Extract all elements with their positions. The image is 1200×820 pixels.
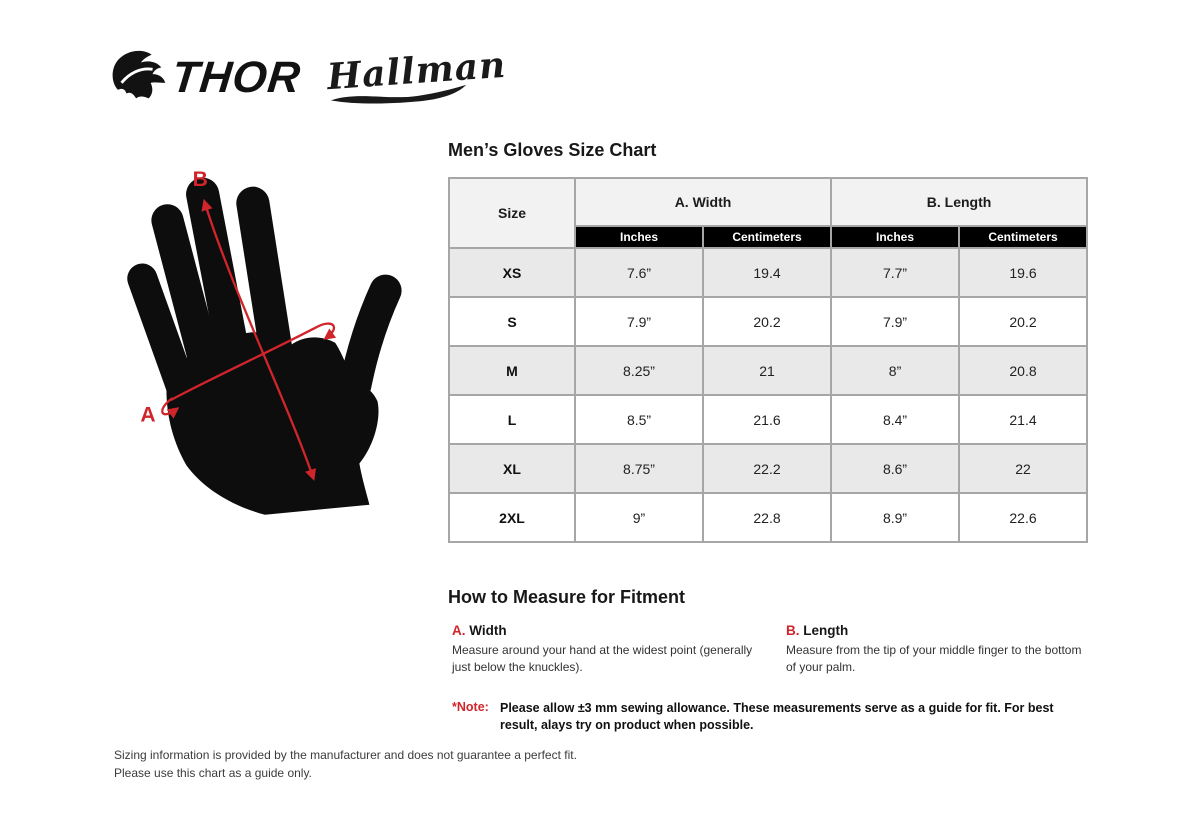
measure-letter-a: A. <box>452 623 466 638</box>
table-row: XL 8.75” 22.2 8.6” 22 <box>448 443 1089 494</box>
cell-value: 22.6 <box>958 492 1089 543</box>
width-arrow-a-left-curl <box>161 397 180 419</box>
table-row: XS 7.6” 19.4 7.7” 19.6 <box>448 247 1089 298</box>
cell-value: 7.7” <box>830 247 961 298</box>
cell-value: 8.4” <box>830 394 961 445</box>
size-column-header: Size <box>448 177 576 249</box>
length-centimeters-header: Centimeters <box>958 225 1089 249</box>
cell-value: 7.9” <box>830 296 961 347</box>
cell-value: 21.6 <box>701 394 833 445</box>
hallman-logo: Hallman <box>325 44 507 106</box>
width-inches-header: Inches <box>574 225 704 249</box>
measure-text-length: Measure from the tip of your middle fing… <box>786 643 1082 674</box>
width-arrow-a-right-curl <box>316 322 337 340</box>
cell-value: 7.9” <box>574 296 704 347</box>
label-a: A <box>140 403 155 426</box>
cell-value: 8” <box>830 345 961 396</box>
measure-text-width: Measure around your hand at the widest p… <box>452 643 753 674</box>
measure-item-length-heading: B. Length <box>786 623 1084 638</box>
thor-wordmark: THOR <box>169 53 304 102</box>
measure-item-width: A. Width Measure around your hand at the… <box>452 623 764 675</box>
glove-measurement-diagram: B A <box>118 156 440 568</box>
cell-value: 22.8 <box>701 492 833 543</box>
table-row: M 8.25” 21 8” 20.8 <box>448 345 1089 396</box>
table-row: L 8.5” 21.6 8.4” 21.4 <box>448 394 1089 445</box>
hallman-swoosh <box>330 84 466 104</box>
cell-value: 21.4 <box>958 394 1089 445</box>
cell-value: 8.75” <box>574 443 704 494</box>
hand-silhouette-graphic: B A <box>127 168 402 515</box>
table-row: 2XL 9” 22.8 8.9” 22.6 <box>448 492 1089 543</box>
cell-value: 7.6” <box>574 247 704 298</box>
cell-value: 8.5” <box>574 394 704 445</box>
cell-value: 8.6” <box>830 443 961 494</box>
length-group-header: B. Length <box>830 177 1089 227</box>
size-chart-table: Size A. Width B. Length Inches Centimete… <box>448 177 1089 543</box>
measure-label-length: Length <box>803 623 849 638</box>
measure-section-heading: How to Measure for Fitment <box>448 587 686 607</box>
length-inches-header: Inches <box>830 225 961 249</box>
length-arrow-b <box>201 198 316 481</box>
size-label: XL <box>448 443 576 494</box>
measure-item-width-heading: A. Width <box>452 623 764 638</box>
cell-value: 8.9” <box>830 492 961 543</box>
cell-value: 19.6 <box>958 247 1089 298</box>
thor-logo: THOR <box>108 46 304 110</box>
size-label: M <box>448 345 576 396</box>
cell-value: 9” <box>574 492 704 543</box>
note-label: *Note: <box>452 700 489 714</box>
table-row: S 7.9” 20.2 7.9” 20.2 <box>448 296 1089 347</box>
cell-value: 21 <box>701 345 833 396</box>
cell-value: 22.2 <box>701 443 833 494</box>
page-title: Men’s Gloves Size Chart <box>448 140 657 160</box>
width-group-header: A. Width <box>573 177 833 227</box>
width-centimeters-header: Centimeters <box>701 225 833 249</box>
measurement-arrows <box>161 198 337 481</box>
measure-item-length: B. Length Measure from the tip of your m… <box>786 623 1084 675</box>
cell-value: 8.25” <box>574 345 704 396</box>
brand-logos: THOR Hallman <box>108 44 507 110</box>
size-label: XS <box>448 247 576 298</box>
thor-ram-icon <box>112 50 166 99</box>
cell-value: 20.2 <box>958 296 1089 347</box>
measure-label-width: Width <box>469 623 507 638</box>
label-b: B <box>193 168 208 191</box>
disclaimer-footer: Sizing information is provided by the ma… <box>114 746 577 782</box>
note-text: Please allow ±3 mm sewing allowance. The… <box>500 701 1054 732</box>
cell-value: 20.8 <box>958 345 1089 396</box>
disclaimer-line-2: Please use this chart as a guide only. <box>114 766 312 780</box>
measure-letter-b: B. <box>786 623 800 638</box>
sewing-allowance-note: *Note: Please allow ±3 mm sewing allowan… <box>452 700 1086 734</box>
cell-value: 20.2 <box>701 296 833 347</box>
size-label: S <box>448 296 576 347</box>
disclaimer-line-1: Sizing information is provided by the ma… <box>114 748 577 762</box>
size-label: 2XL <box>448 492 576 543</box>
cell-value: 22 <box>958 443 1089 494</box>
cell-value: 19.4 <box>701 247 833 298</box>
size-label: L <box>448 394 576 445</box>
width-arrow-a <box>169 325 318 402</box>
measure-instructions: A. Width Measure around your hand at the… <box>452 623 1084 675</box>
